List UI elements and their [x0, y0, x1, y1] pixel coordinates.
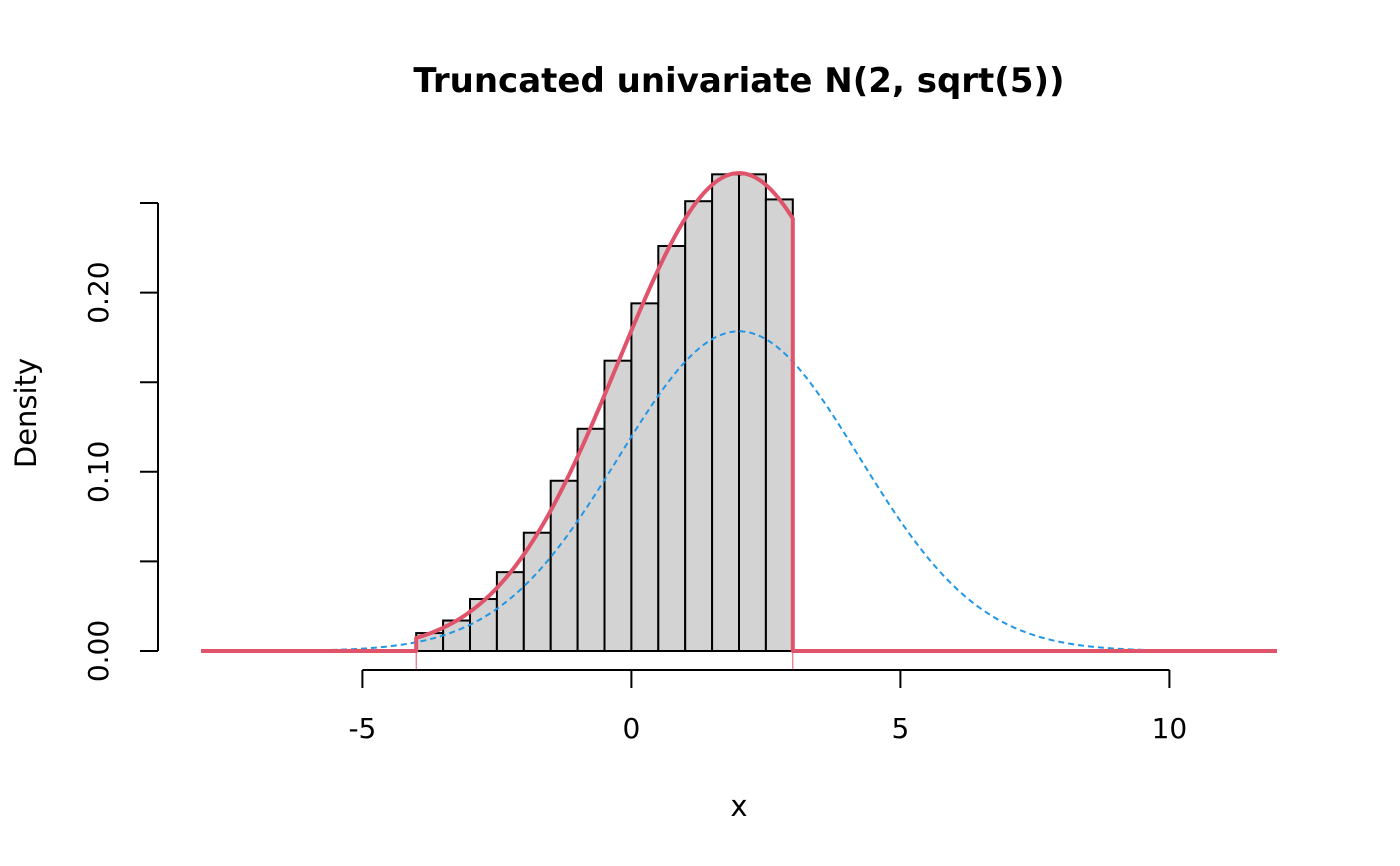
x-tick-label: 5 [891, 712, 909, 745]
y-axis-label: Density [9, 358, 43, 468]
histogram-bar [630, 302, 660, 652]
x-axis: -5 0 5 10 [348, 669, 1188, 745]
histogram-bar [576, 427, 606, 652]
histogram-bar [711, 173, 740, 652]
histogram-bar [657, 245, 687, 652]
histogram-bar [764, 198, 794, 653]
x-axis-label: x [730, 789, 747, 823]
x-tick-label: 0 [622, 712, 640, 745]
histogram-bars [415, 173, 794, 653]
histogram-bar [603, 359, 633, 652]
density-curves [200, 171, 1278, 669]
histogram-bar [522, 531, 552, 653]
truncated-density-curve [201, 171, 1277, 653]
chart-title: Truncated univariate N(2, sqrt(5)) [413, 61, 1064, 101]
y-tick-label: 0.10 [82, 441, 115, 503]
x-tick-label: -5 [348, 712, 376, 745]
y-tick-label: 0.00 [82, 620, 115, 682]
y-tick-label: 0.20 [82, 261, 115, 323]
histogram-bar [738, 173, 767, 652]
x-tick-label: 10 [1152, 712, 1188, 745]
y-axis: 0.00 0.10 0.20 [82, 202, 159, 682]
histogram-bar [684, 200, 714, 652]
